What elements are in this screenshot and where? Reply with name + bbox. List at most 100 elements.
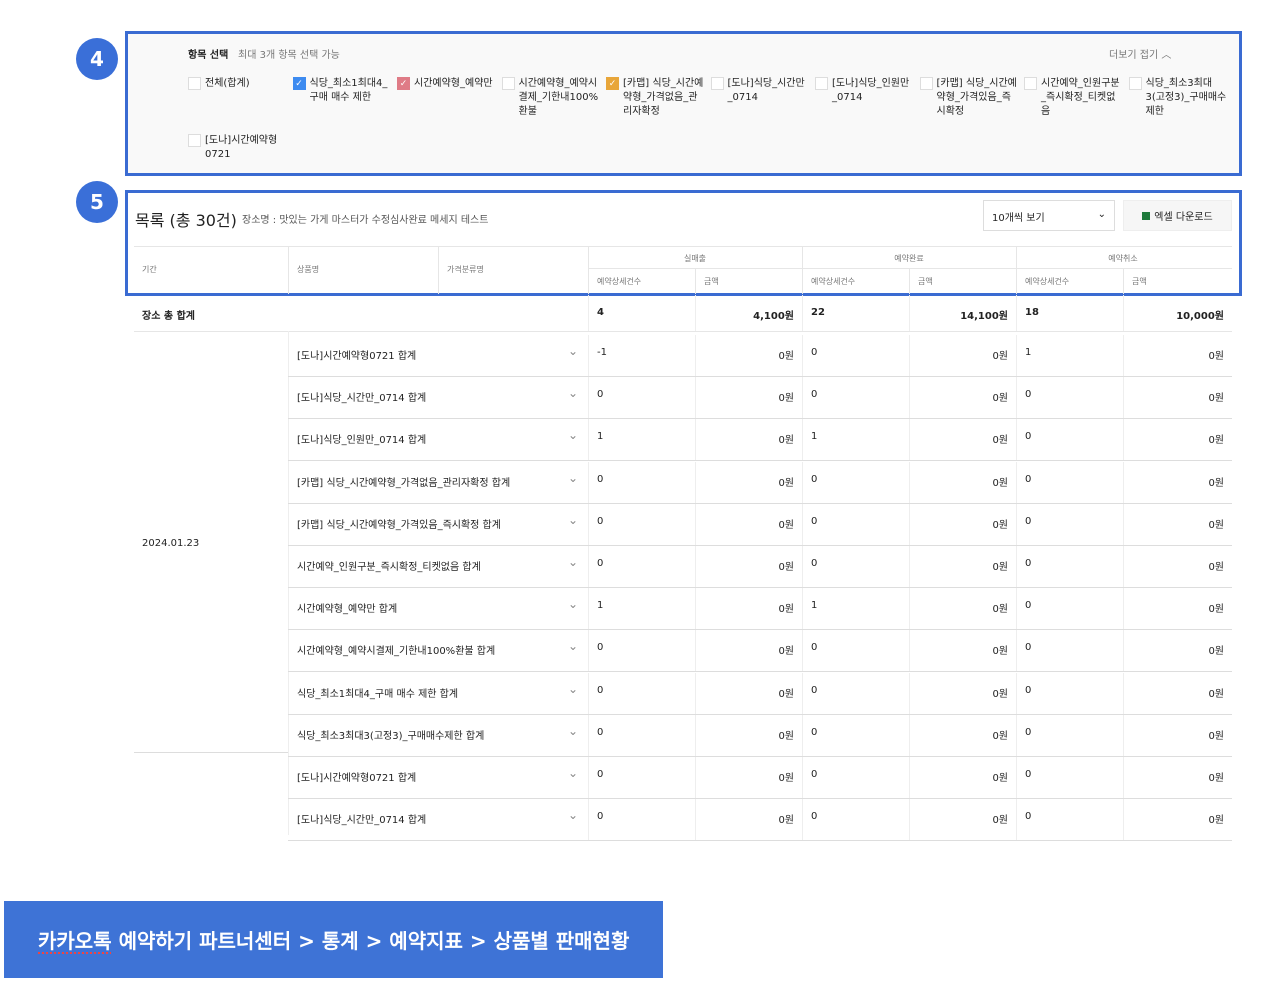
header-count: 예약상세건수 (811, 277, 856, 286)
table-divider (802, 335, 803, 377)
table-divider (1123, 377, 1124, 420)
table-cell: 22 (811, 307, 825, 318)
filter-checkbox[interactable]: [카맵] 식당_시간예약형_가격있음_즉시확정 (919, 77, 1020, 119)
table-divider (134, 331, 1232, 332)
checkbox-label: [도나]식당_인원만_0714 (832, 78, 910, 103)
checkbox-icon[interactable] (710, 77, 724, 90)
table-divider (1123, 335, 1124, 377)
table-divider (1123, 546, 1124, 588)
chevron-down-icon[interactable]: ⌄ (568, 597, 579, 612)
table-divider (1016, 714, 1017, 757)
chevron-down-icon[interactable]: ⌄ (568, 386, 579, 401)
table-divider (288, 840, 1232, 842)
filter-checkbox[interactable]: 시간예약_인원구분_즉시확정_티켓없음 (1024, 77, 1124, 119)
table-divider (1123, 461, 1124, 504)
table-divider (588, 546, 589, 588)
product-name: [도나]시간예약형0721 합계 (297, 773, 417, 784)
table-divider (1016, 461, 1017, 504)
filter-checkbox[interactable]: ✓ 식당_최소1최대4_구매 매수 제한 (292, 77, 393, 105)
filter-checkbox[interactable]: [도나]식당_인원만_0714 (815, 77, 915, 105)
table-divider (1016, 757, 1017, 799)
item-filter-panel (125, 31, 1242, 176)
chevron-down-icon[interactable]: ⌄ (568, 555, 579, 569)
filter-checkbox[interactable]: ✓ 시간예약형_예약만 (397, 77, 497, 91)
excel-label: 엑셀 다운로드 (1154, 212, 1213, 223)
table-divider (1123, 268, 1124, 294)
header-amount: 금액 (704, 277, 719, 286)
table-divider (1016, 503, 1017, 546)
filter-checkbox[interactable]: [도나]식당_시간만_0714 (710, 77, 811, 105)
table-divider (909, 419, 910, 462)
chevron-down-icon: ⌄ (1097, 209, 1106, 220)
table-divider (588, 714, 589, 757)
table-cell: 0원 (992, 519, 1008, 531)
table-divider (588, 799, 589, 842)
checkbox-label: [카맵] 식당_시간예약형_가격없음_관리자확정 (623, 78, 704, 117)
checkbox-label: 시간예약_인원구분_즉시확정_티켓없음 (1041, 78, 1120, 117)
chevron-down-icon[interactable]: ⌄ (568, 512, 579, 527)
filter-checkbox[interactable]: [도나]시간예약형0721 (188, 134, 288, 162)
annotation-badge-4: 4 (76, 38, 118, 80)
checkbox-icon[interactable]: ✓ (606, 77, 619, 90)
table-divider (1123, 757, 1124, 799)
table-cell: 0원 (1208, 604, 1224, 616)
checkbox-icon[interactable] (501, 77, 515, 90)
checkbox-icon[interactable] (1128, 77, 1142, 90)
annotation-badge-5: 5 (76, 181, 118, 223)
table-cell: 0원 (1208, 730, 1224, 742)
table-cell: 0 (1025, 558, 1032, 569)
checkbox-icon[interactable]: ✓ (292, 77, 306, 90)
chevron-down-icon[interactable]: ⌄ (568, 344, 579, 358)
table-divider (1016, 377, 1017, 420)
table-divider (909, 268, 910, 294)
table-cell: 0 (811, 347, 818, 358)
table-cell: 0 (597, 642, 604, 654)
table-cell: 0 (811, 684, 818, 696)
checkbox-icon[interactable] (188, 134, 201, 147)
page-size-select[interactable]: 10개씩 보기 ⌄ (983, 200, 1115, 231)
header-price-class: 가격분류명 (447, 265, 484, 274)
table-cell: 0 (811, 558, 818, 569)
table-cell: 4,100원 (753, 311, 794, 322)
chevron-down-icon[interactable]: ⌄ (568, 723, 579, 738)
collapse-button[interactable]: 더보기 접기 ︿ (1109, 46, 1171, 61)
table-cell: 10,000원 (1176, 311, 1224, 322)
checkbox-label: [카맵] 식당_시간예약형_가격있음_즉시확정 (936, 78, 1017, 117)
chevron-down-icon[interactable]: ⌄ (568, 470, 579, 485)
table-divider (695, 503, 696, 546)
product-name: [도나]식당_시간만_0714 합계 (297, 815, 427, 827)
checkbox-icon[interactable] (815, 77, 828, 90)
table-divider (588, 672, 589, 715)
chevron-down-icon[interactable]: ⌄ (568, 639, 579, 654)
checkbox-icon[interactable] (919, 77, 933, 90)
checkbox-icon[interactable]: ✓ (397, 77, 410, 90)
checkbox-icon[interactable] (188, 77, 201, 90)
table-divider (288, 798, 1232, 799)
filter-checkbox[interactable]: 식당_최소3최대3(고정3)_구매매수제한 (1128, 77, 1229, 119)
table-divider (909, 461, 910, 504)
table-divider (288, 376, 1232, 377)
chevron-down-icon[interactable]: ⌄ (568, 428, 579, 443)
checkbox-label: [도나]식당_시간만_0714 (727, 78, 805, 103)
checkbox-icon[interactable] (1024, 77, 1037, 90)
filter-checkbox[interactable]: 시간예약형_예약시결제_기한내100%환불 (501, 77, 602, 119)
table-divider (695, 799, 696, 842)
table-divider (802, 546, 803, 588)
filter-checkbox[interactable]: 전체(합계) (188, 77, 288, 91)
excel-download-button[interactable]: 엑셀 다운로드 (1123, 200, 1232, 231)
table-cell: 0 (811, 726, 818, 738)
table-divider (1016, 672, 1017, 715)
page-size-value: 10개씩 보기 (992, 213, 1045, 224)
product-name: [도나]식당_시간만_0714 합계 (297, 393, 427, 405)
table-divider (1123, 714, 1124, 757)
filter-checkbox[interactable]: ✓ [카맵] 식당_시간예약형_가격없음_관리자확정 (606, 77, 706, 119)
table-divider (909, 799, 910, 842)
table-cell: 0 (811, 389, 818, 401)
chevron-down-icon[interactable]: ⌄ (568, 681, 579, 696)
chevron-down-icon[interactable]: ⌄ (568, 808, 579, 823)
table-cell: 1 (597, 431, 604, 443)
chevron-down-icon[interactable]: ⌄ (568, 766, 579, 780)
table-divider (288, 418, 1232, 420)
breadcrumb-banner: 카카오톡 예약하기 파트너센터 > 통계 > 예약지표 > 상품별 판매현황 (4, 901, 663, 978)
table-divider (288, 331, 289, 835)
